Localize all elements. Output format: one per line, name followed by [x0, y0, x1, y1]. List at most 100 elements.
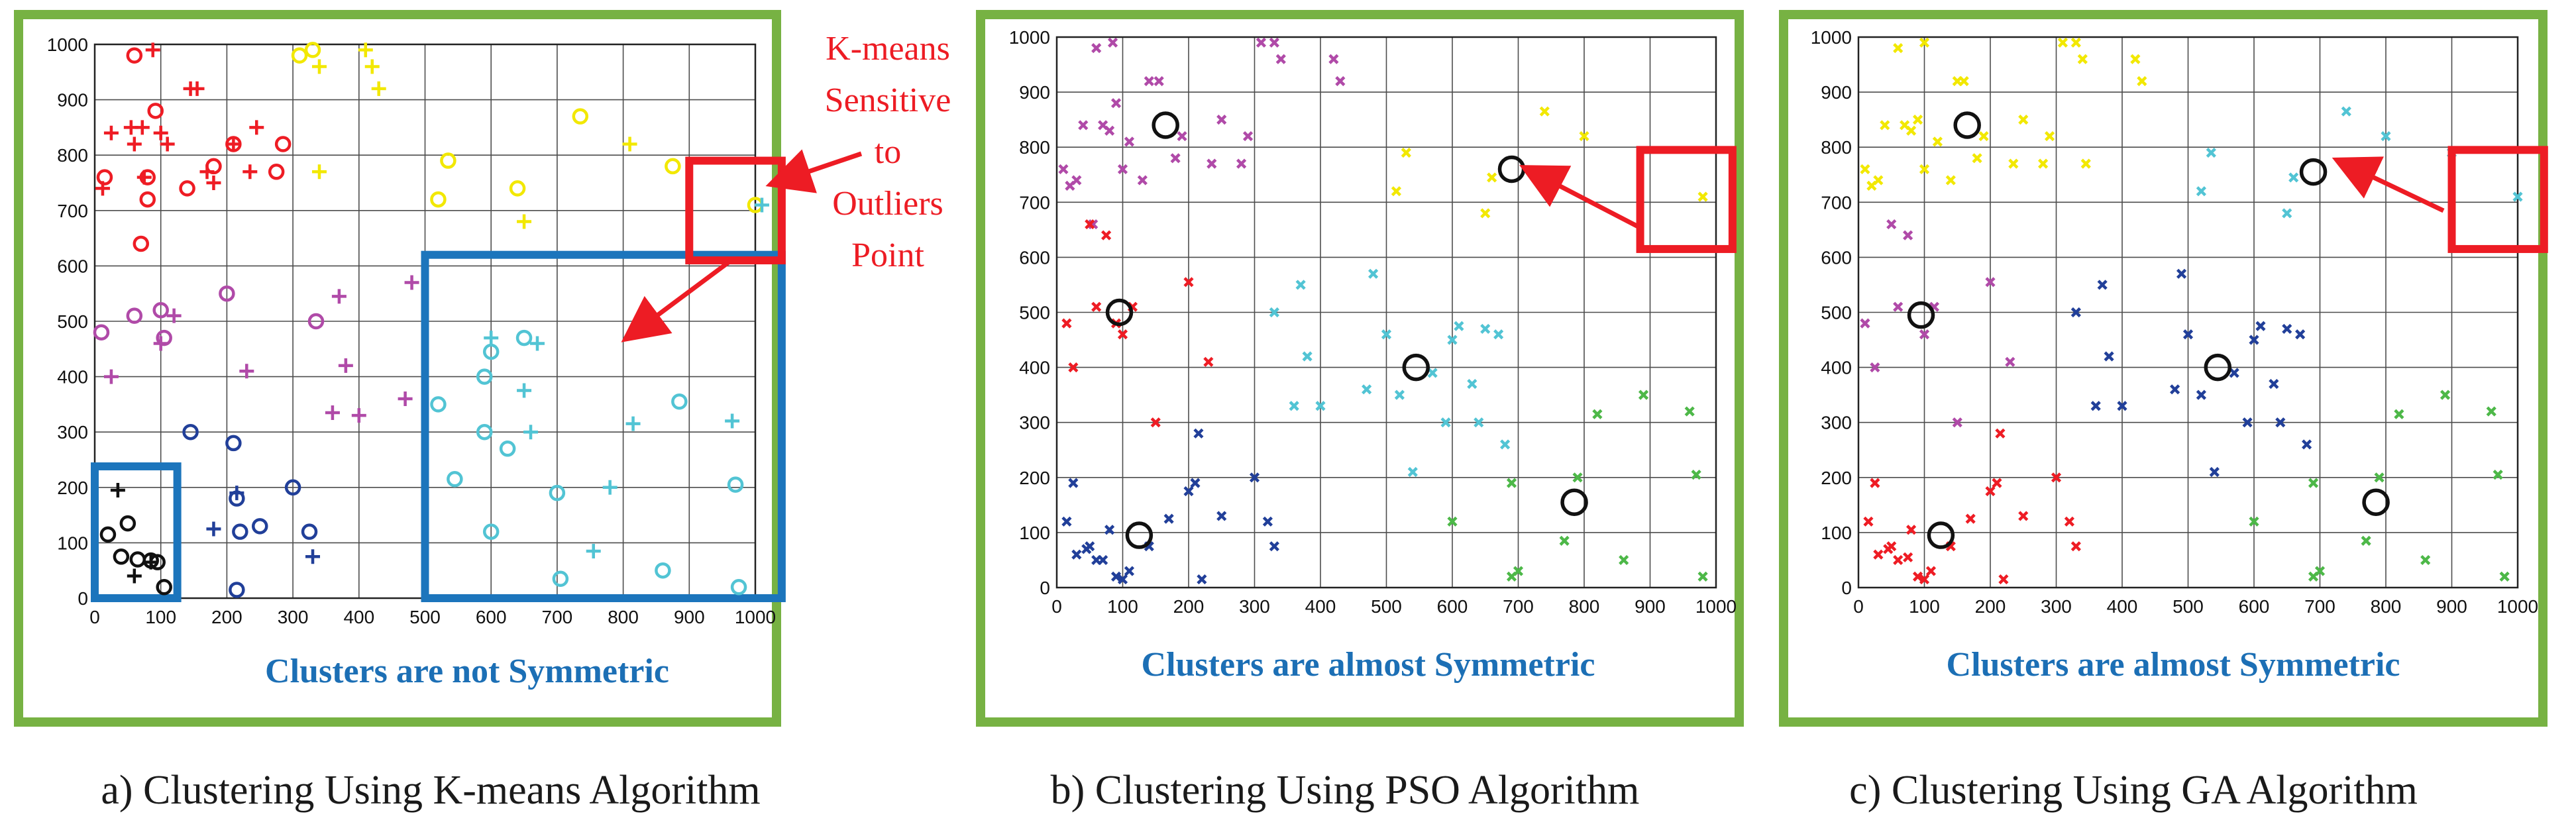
data-point — [2077, 54, 2088, 64]
data-point — [476, 423, 493, 441]
cluster-centroid — [2204, 353, 2232, 382]
plot-area-border — [1857, 36, 2519, 589]
x-tick-label: 100 — [1107, 596, 1138, 617]
data-point — [1539, 106, 1550, 117]
data-point — [1101, 230, 1112, 240]
panel-subtitle: Clusters are not Symmetric — [265, 652, 669, 690]
data-point — [1249, 472, 1260, 483]
data-point — [301, 523, 318, 540]
data-point — [127, 136, 142, 152]
data-point — [1203, 356, 1214, 367]
series-cluster_yellow-plus — [311, 42, 637, 229]
data-point — [1085, 541, 1095, 552]
data-point — [1269, 37, 1279, 48]
data-point — [499, 441, 516, 457]
data-point — [2080, 158, 2091, 169]
data-point — [2018, 511, 2029, 521]
data-point — [572, 108, 589, 125]
y-tick-label: 700 — [57, 201, 88, 221]
data-point — [602, 480, 617, 495]
cluster-centroid — [1953, 111, 1981, 139]
series-cluster_yellow-x — [1391, 106, 1708, 219]
data-point — [398, 391, 413, 407]
data-point — [430, 191, 447, 208]
data-point — [225, 136, 242, 152]
data-point — [552, 570, 569, 587]
y-tick-label: 900 — [1821, 82, 1852, 103]
panel-b-pso: 0 100 200 300 400 500 600 700 800 900 1000 0 100 200 3… — [976, 10, 1744, 727]
data-point — [1474, 417, 1484, 428]
data-point — [1144, 76, 1154, 87]
x-tick-label: 1000 — [735, 607, 776, 627]
data-point — [725, 413, 740, 429]
data-point — [1207, 158, 1217, 169]
y-tick-label: 900 — [57, 90, 88, 111]
data-point — [730, 579, 747, 596]
data-point — [1985, 486, 1996, 497]
data-point — [291, 47, 308, 64]
data-point — [1579, 130, 1589, 142]
data-point — [1124, 136, 1135, 147]
data-point — [307, 313, 325, 330]
x-tick-label: 500 — [2173, 596, 2204, 617]
data-point — [103, 125, 119, 140]
data-point — [152, 302, 169, 319]
data-point — [2018, 115, 2029, 125]
data-point — [205, 158, 222, 175]
data-point — [1619, 554, 1629, 566]
annotation-arrow — [2332, 156, 2445, 213]
data-point — [2104, 351, 2114, 362]
data-point — [166, 308, 182, 323]
data-point — [2302, 439, 2312, 450]
caption-b: b) Clustering Using PSO Algorithm — [1050, 768, 1640, 813]
data-point — [331, 289, 347, 304]
data-point — [1863, 516, 1874, 527]
data-point — [1068, 362, 1079, 373]
data-point — [1117, 164, 1128, 175]
data-point — [1154, 76, 1164, 87]
y-tick-label: 300 — [1019, 413, 1050, 433]
data-point — [219, 285, 235, 302]
x-tick-label: 900 — [1635, 596, 1666, 617]
data-point — [1972, 153, 1982, 164]
data-point — [2206, 147, 2216, 158]
cluster-centroid — [1927, 521, 1955, 549]
data-point — [1190, 478, 1201, 488]
x-tick-label: 0 — [1853, 596, 1864, 617]
annotation-word: Point — [851, 236, 924, 274]
data-point — [1058, 164, 1069, 175]
data-point — [1197, 574, 1207, 585]
data-point — [160, 136, 175, 152]
series-cluster_cyan-x — [1269, 268, 1511, 478]
data-point — [1893, 43, 1904, 54]
data-point — [179, 180, 195, 197]
panel-subtitle: Clusters are almost Symmetric — [1947, 646, 2400, 684]
cluster-centroid — [1105, 298, 1134, 327]
data-point — [1124, 566, 1135, 576]
data-point — [1945, 175, 1956, 185]
data-point — [1506, 478, 1517, 488]
data-point — [1085, 219, 1095, 230]
data-point — [2374, 472, 2385, 483]
cluster-centroid — [1125, 521, 1154, 549]
data-point — [311, 59, 327, 74]
data-point — [1107, 37, 1118, 48]
data-point — [1480, 208, 1491, 219]
data-point — [440, 152, 456, 169]
panel-frame — [976, 10, 1744, 727]
y-tick-label: 100 — [1821, 523, 1852, 543]
annotation-arrow — [1519, 165, 1643, 231]
data-point — [1117, 329, 1128, 340]
data-point — [2361, 535, 2371, 546]
x-tick-label: 700 — [542, 607, 573, 627]
data-point — [2057, 37, 2068, 48]
asymmetric-cluster-box — [421, 250, 786, 602]
y-tick-label: 300 — [1821, 413, 1852, 433]
data-point — [1335, 76, 1346, 87]
data-point — [2249, 335, 2259, 345]
x-tick-label: 200 — [211, 607, 242, 627]
data-point — [1394, 390, 1405, 400]
series-cluster_purple-x — [1058, 37, 1346, 230]
data-point — [1919, 329, 1930, 340]
data-point — [206, 176, 221, 190]
